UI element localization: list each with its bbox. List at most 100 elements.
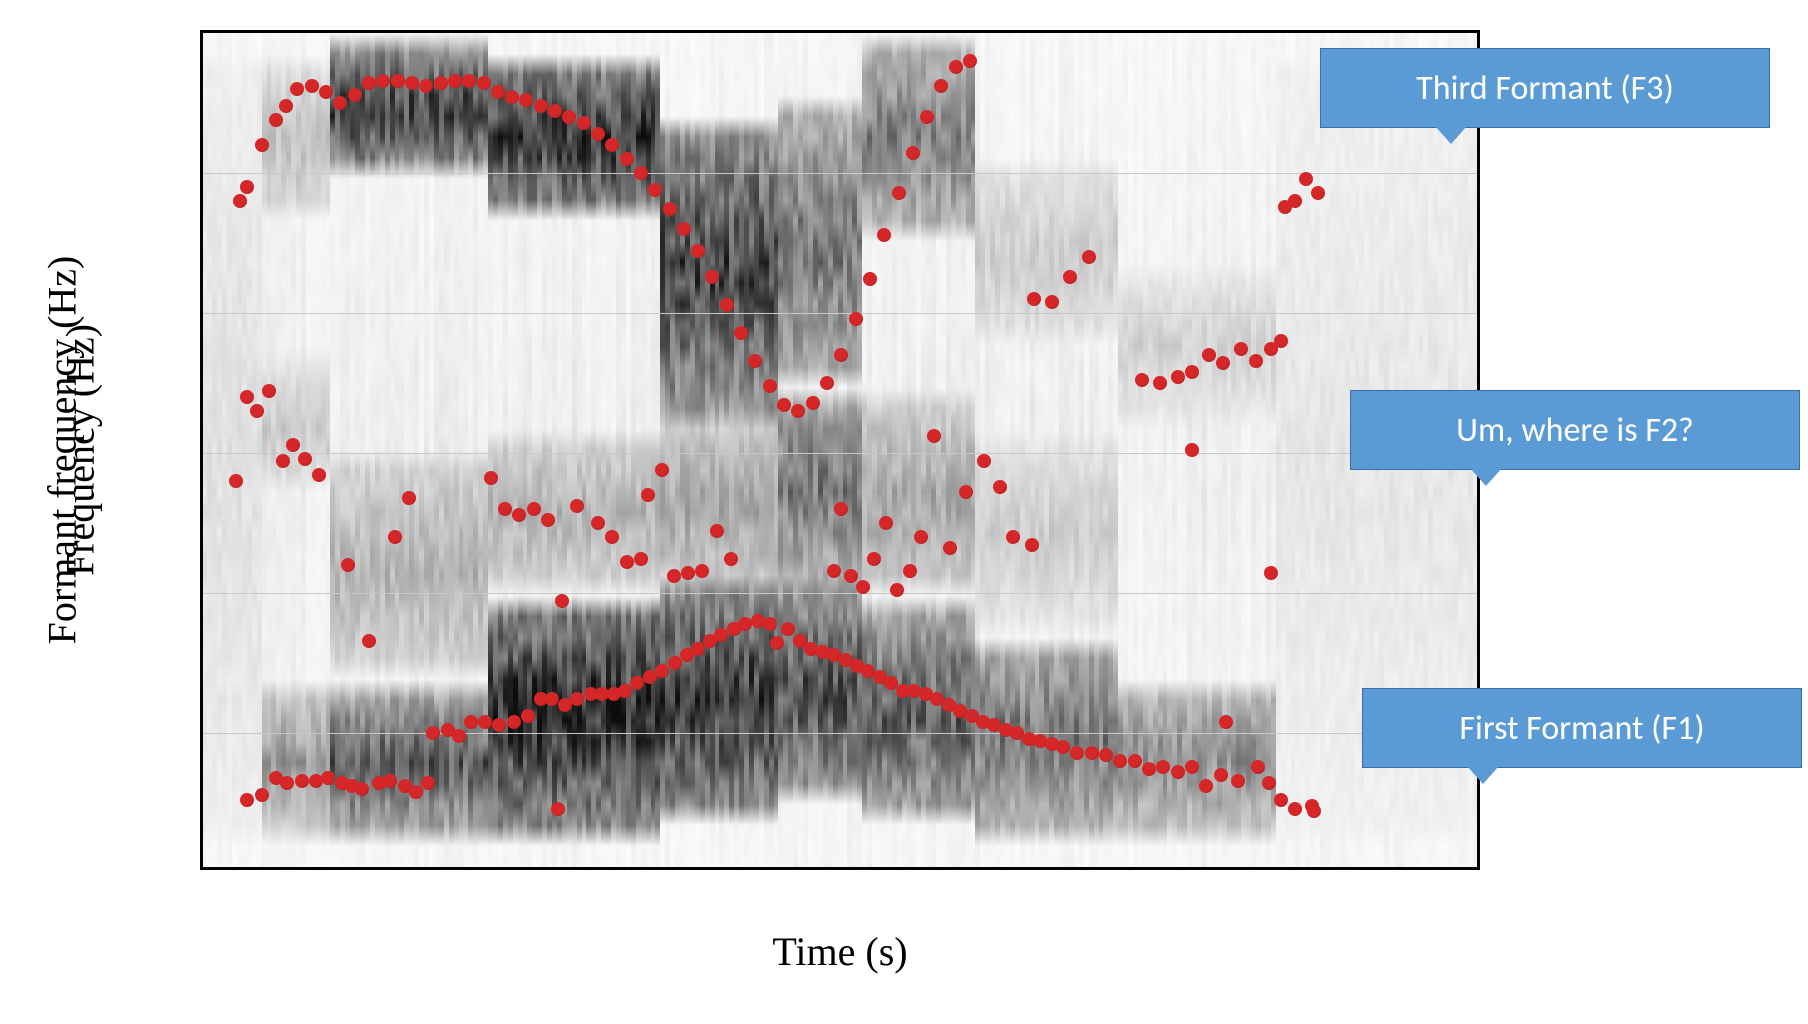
formant-marker: [570, 499, 584, 513]
formant-marker: [710, 524, 724, 538]
formant-marker: [1288, 802, 1302, 816]
formant-marker: [734, 326, 748, 340]
formant-marker: [591, 127, 605, 141]
formant-marker: [844, 569, 858, 583]
callout-f1: First Formant (F1): [1362, 688, 1802, 768]
formant-marker: [1185, 365, 1199, 379]
formant-marker: [286, 438, 300, 452]
formant-marker: [341, 558, 355, 572]
formant-marker: [1082, 250, 1096, 264]
formant-marker: [927, 429, 941, 443]
formant-marker: [534, 99, 548, 113]
formant-marker: [691, 244, 705, 258]
formant-marker: [492, 718, 506, 732]
y-axis-label-overlap: Frequency (Hz): [57, 324, 104, 576]
formant-marker: [777, 398, 791, 412]
formant-marker: [977, 454, 991, 468]
formant-marker: [1171, 765, 1185, 779]
formant-marker: [667, 569, 681, 583]
formant-marker: [1214, 768, 1228, 782]
formant-marker: [748, 354, 762, 368]
formant-marker: [295, 774, 309, 788]
formant-marker: [240, 390, 254, 404]
formant-marker: [720, 298, 734, 312]
formant-marker: [570, 692, 584, 706]
formant-marker: [763, 379, 777, 393]
formant-marker: [879, 516, 893, 530]
callout-label: First Formant (F1): [1362, 688, 1802, 768]
formant-marker: [348, 88, 362, 102]
formant-marker: [1063, 270, 1077, 284]
formant-marker: [290, 82, 304, 96]
formant-marker: [405, 76, 419, 90]
formant-marker: [724, 552, 738, 566]
formant-marker: [630, 676, 644, 690]
formant-marker: [1070, 746, 1084, 760]
formant-marker: [1249, 354, 1263, 368]
formant-marker: [605, 530, 619, 544]
formant-marker: [903, 564, 917, 578]
formant-marker: [634, 166, 648, 180]
formant-marker: [781, 622, 795, 636]
formant-marker: [434, 76, 448, 90]
formant-marker: [1288, 194, 1302, 208]
formant-marker: [355, 782, 369, 796]
formant-marker: [1311, 186, 1325, 200]
formant-marker: [963, 54, 977, 68]
formant-marker: [1135, 373, 1149, 387]
formant-marker: [402, 491, 416, 505]
formant-marker: [738, 617, 752, 631]
formant-marker: [280, 776, 294, 790]
formant-marker: [1156, 760, 1170, 774]
formant-marker: [548, 104, 562, 118]
formant-marker: [262, 384, 276, 398]
formant-marker: [505, 90, 519, 104]
formant-marker: [791, 404, 805, 418]
formant-marker: [484, 471, 498, 485]
formant-marker: [620, 555, 634, 569]
formant-marker: [1171, 370, 1185, 384]
formant-marker: [250, 404, 264, 418]
formant-marker: [1006, 530, 1020, 544]
formant-marker: [849, 312, 863, 326]
formant-marker: [892, 186, 906, 200]
formant-marker: [521, 709, 535, 723]
formant-marker: [643, 670, 657, 684]
formant-marker: [1262, 776, 1276, 790]
formant-marker: [605, 138, 619, 152]
formant-marker: [1202, 348, 1216, 362]
formant-marker: [914, 530, 928, 544]
formant-marker: [770, 636, 784, 650]
formant-marker: [1185, 443, 1199, 457]
formant-marker: [527, 502, 541, 516]
formant-marker: [462, 74, 476, 88]
formant-marker: [1113, 754, 1127, 768]
gridline-horizontal: [203, 313, 1477, 314]
formant-marker: [877, 228, 891, 242]
formant-marker: [383, 774, 397, 788]
formant-marker: [362, 634, 376, 648]
formant-marker: [695, 564, 709, 578]
formant-marker: [1099, 748, 1113, 762]
formant-marker: [276, 454, 290, 468]
formant-marker: [312, 468, 326, 482]
formant-marker: [641, 488, 655, 502]
callout-pointer-icon: [1467, 766, 1499, 784]
formant-marker: [298, 452, 312, 466]
formant-marker: [555, 594, 569, 608]
formant-marker: [1025, 538, 1039, 552]
formant-marker: [269, 113, 283, 127]
formant-marker: [834, 348, 848, 362]
formant-marker: [1153, 376, 1167, 390]
formant-marker: [1045, 295, 1059, 309]
formant-marker: [620, 152, 634, 166]
formant-marker: [943, 541, 957, 555]
formant-marker: [464, 715, 478, 729]
formant-marker: [1128, 754, 1142, 768]
x-axis-label: Time (s): [772, 928, 907, 975]
formant-marker: [834, 502, 848, 516]
formant-marker: [1299, 172, 1313, 186]
formant-marker: [233, 194, 247, 208]
formant-marker: [1056, 740, 1070, 754]
formant-marker: [1142, 762, 1156, 776]
